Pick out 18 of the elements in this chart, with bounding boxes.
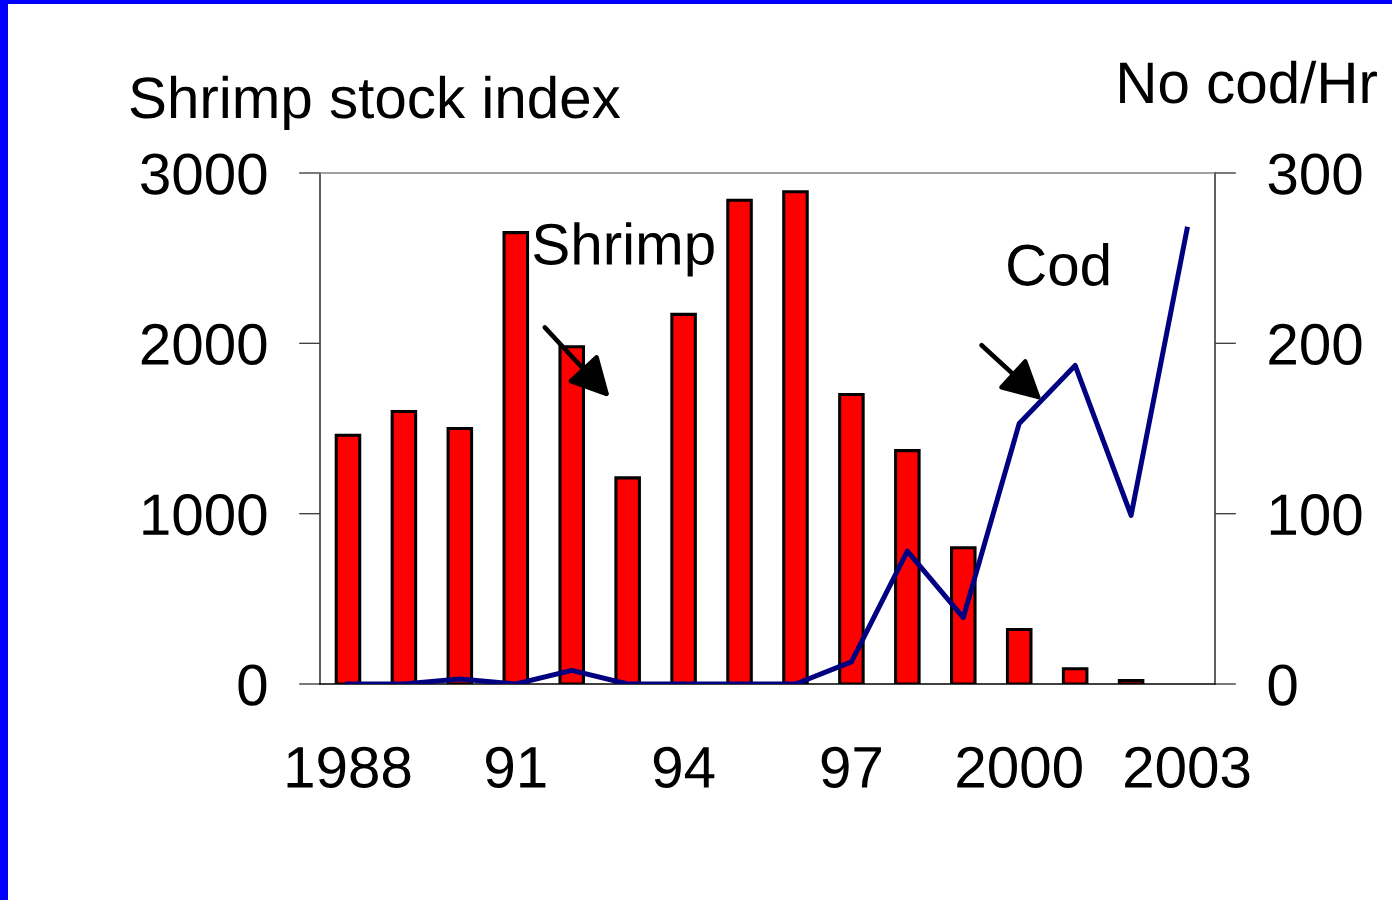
y2-tick-label: 0 [1268, 664, 1297, 706]
y2-tick-label: 300 [1268, 153, 1362, 195]
y2-axis-title: No cod/Hr [1120, 60, 1377, 104]
x-tick-label: 2003 [1125, 746, 1250, 788]
y-tick-label: 0 [238, 664, 267, 706]
y2-tick-label: 200 [1269, 323, 1362, 366]
series-label: Shrimp [534, 222, 714, 277]
x-tick-label: 1988 [287, 746, 411, 788]
x-tick-label: 91 [486, 746, 546, 788]
y-tick-label: 3000 [141, 153, 267, 195]
x-tick-label: 97 [821, 746, 881, 788]
x-tick-label: 2000 [957, 746, 1082, 788]
y-axis-title: Shrimp stock index [130, 75, 621, 131]
y2-tick-label: 100 [1270, 494, 1362, 536]
y-tick-label: 1000 [143, 494, 267, 536]
y-tick-label: 2000 [141, 323, 267, 366]
x-tick-label: 94 [653, 746, 715, 788]
series-label: Cod [1008, 243, 1109, 286]
